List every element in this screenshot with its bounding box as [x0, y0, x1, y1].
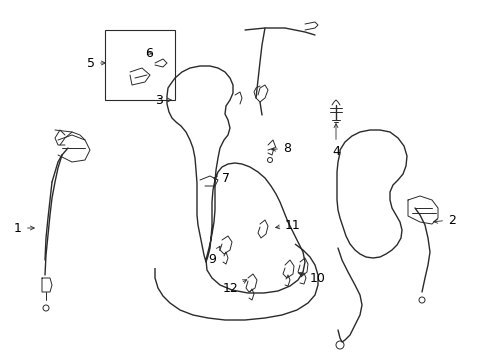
Text: 6: 6 — [145, 46, 153, 59]
Text: 3: 3 — [155, 94, 171, 107]
Text: 5: 5 — [87, 57, 105, 69]
Text: 11: 11 — [275, 219, 300, 231]
Text: 7: 7 — [213, 171, 229, 185]
Text: 2: 2 — [433, 213, 455, 226]
Text: 8: 8 — [271, 141, 290, 154]
Bar — [105, 30, 175, 100]
Text: 1: 1 — [14, 221, 34, 234]
Text: 10: 10 — [298, 271, 325, 284]
Text: 9: 9 — [207, 246, 220, 266]
Text: 4: 4 — [331, 124, 339, 158]
Text: 12: 12 — [222, 280, 246, 295]
